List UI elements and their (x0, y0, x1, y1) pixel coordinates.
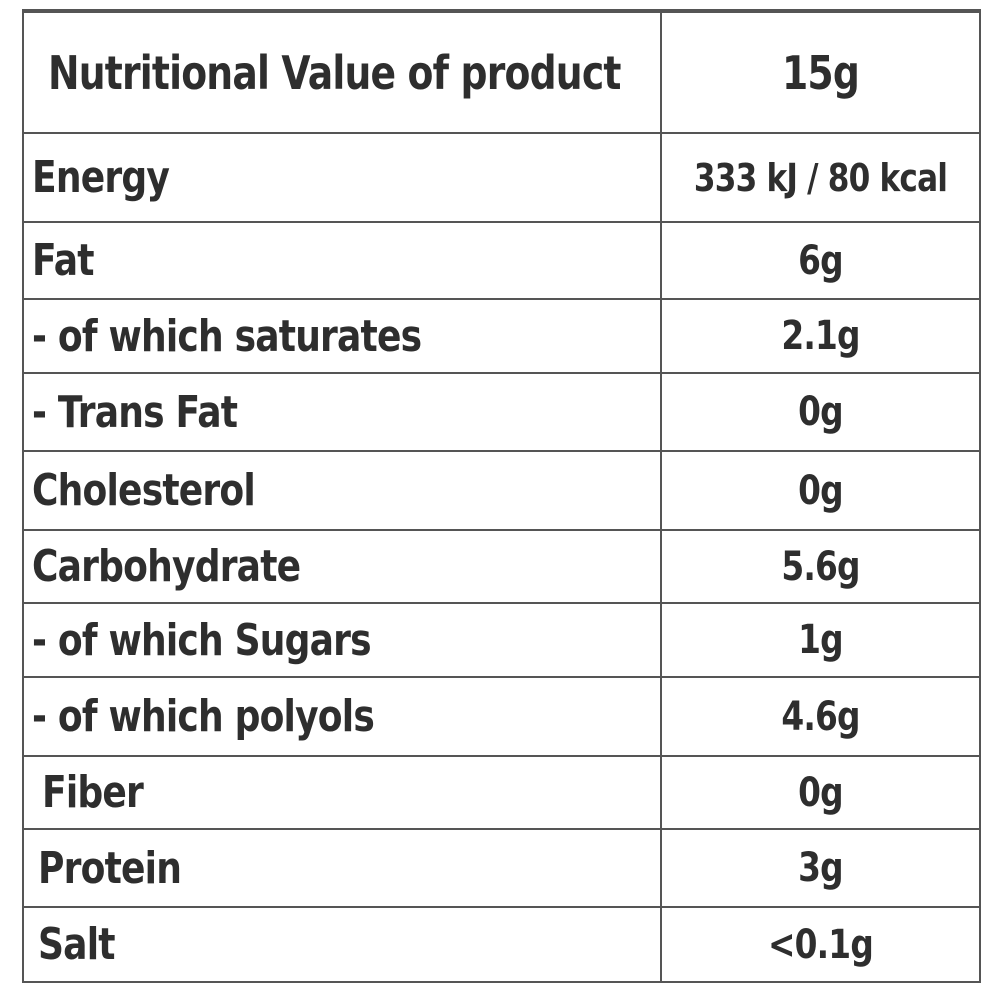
nutrition-table: Nutritional Value of product 15g Energy … (22, 9, 981, 983)
row-value: 0g (691, 374, 951, 450)
row-label: - of which Sugars (32, 604, 540, 676)
table-row-saturates: - of which saturates 2.1g (24, 298, 979, 372)
table-row-fat: Fat 6g (24, 221, 979, 298)
table-row-trans-fat: - Trans Fat 0g (24, 372, 979, 450)
table-row-fiber: Fiber 0g (24, 755, 979, 828)
row-value: 2.1g (691, 300, 951, 372)
row-value: 6g (691, 223, 951, 298)
row-value: <0.1g (691, 908, 951, 981)
row-label: Salt (38, 908, 546, 981)
row-value: 0g (691, 757, 951, 828)
row-label: - of which saturates (32, 300, 540, 372)
row-label: - Trans Fat (32, 374, 540, 450)
header-serving-size: 15g (691, 13, 951, 132)
table-row-polyols: - of which polyols 4.6g (24, 676, 979, 755)
row-value: 3g (691, 830, 951, 906)
row-label: Energy (32, 134, 540, 221)
table-row-energy: Energy 333 kJ / 80 kcal (24, 132, 979, 221)
table-row-salt: Salt <0.1g (24, 906, 979, 981)
row-label: - of which polyols (32, 678, 540, 755)
table-row-cholesterol: Cholesterol 0g (24, 450, 979, 529)
row-value: 0g (691, 452, 951, 529)
row-label: Fiber (42, 757, 550, 828)
row-label: Cholesterol (32, 452, 540, 529)
row-value: 5.6g (691, 531, 951, 602)
table-row-sugars: - of which Sugars 1g (24, 602, 979, 676)
table-row-protein: Protein 3g (24, 828, 979, 906)
header-label: Nutritional Value of product (48, 13, 556, 132)
row-value: 4.6g (691, 678, 951, 755)
table-header-row: Nutritional Value of product 15g (24, 11, 979, 132)
table-row-carbohydrate: Carbohydrate 5.6g (24, 529, 979, 602)
row-value: 333 kJ / 80 kcal (691, 134, 951, 221)
row-label: Fat (32, 223, 540, 298)
row-value: 1g (691, 604, 951, 676)
row-label: Protein (38, 830, 546, 906)
row-label: Carbohydrate (32, 531, 540, 602)
